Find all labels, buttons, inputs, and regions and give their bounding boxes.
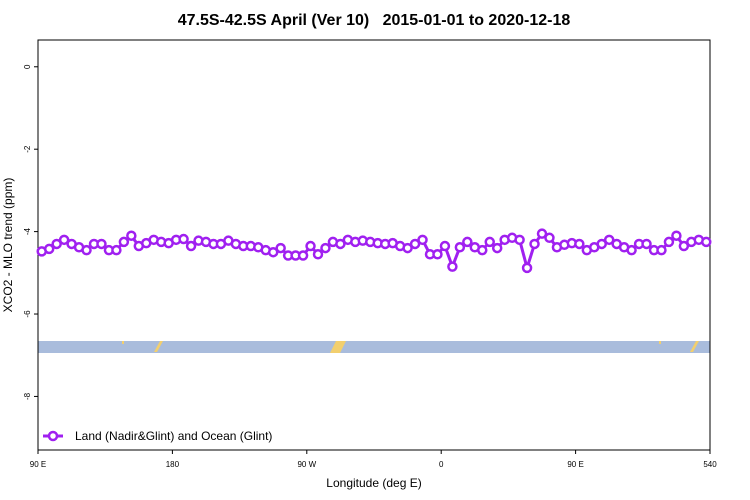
data-point	[678, 240, 690, 252]
data-point	[43, 243, 55, 255]
data-point	[312, 249, 324, 260]
data-point	[529, 238, 540, 250]
legend-marker	[47, 430, 59, 442]
data-point	[544, 232, 555, 244]
data-point	[439, 240, 451, 252]
data-point	[305, 240, 316, 252]
data-point	[402, 242, 413, 254]
data-point	[484, 236, 495, 248]
x-tick-label: 0	[439, 460, 444, 469]
data-point	[267, 246, 279, 258]
data-point	[454, 242, 466, 253]
data-point	[335, 238, 346, 250]
data-point	[462, 236, 473, 248]
x-tick-label: 180	[166, 460, 180, 469]
data-point	[51, 238, 62, 250]
data-point	[656, 244, 667, 256]
x-axis-label: Longitude (deg E)	[326, 476, 421, 490]
y-tick-label: -8	[23, 392, 32, 400]
data-point	[297, 250, 309, 261]
data-point	[574, 238, 585, 250]
data-point	[521, 262, 533, 274]
chart-title: 47.5S-42.5S April (Ver 10) 2015-01-01 to…	[178, 12, 571, 29]
x-tick-label: 90 W	[297, 460, 316, 469]
data-point	[417, 234, 428, 246]
data-point	[81, 244, 92, 256]
data-point	[596, 238, 607, 250]
data-point	[409, 238, 421, 250]
data-point	[477, 244, 488, 256]
y-axis-label: XCO2 - MLO trend (ppm)	[1, 178, 15, 313]
y-tick-label: -4	[23, 228, 32, 236]
data-point	[663, 236, 675, 248]
data-point	[671, 230, 682, 241]
data-point	[96, 238, 107, 250]
data-point	[626, 244, 637, 256]
data-point	[118, 236, 130, 248]
data-point	[491, 242, 503, 254]
data-point	[701, 236, 712, 248]
data-point	[320, 242, 331, 254]
map-strip	[38, 341, 710, 353]
data-point	[111, 244, 122, 256]
data-point	[514, 234, 525, 246]
data-point	[432, 249, 443, 260]
data-point	[641, 238, 652, 250]
x-tick-label: 540	[703, 460, 717, 469]
data-point	[275, 242, 286, 254]
y-tick-label: -6	[23, 310, 32, 318]
x-tick-label: 90 E	[567, 460, 583, 469]
legend-label: Land (Nadir&Glint) and Ocean (Glint)	[75, 429, 272, 443]
data-point	[447, 261, 458, 272]
x-tick-label: 90 E	[30, 460, 46, 469]
y-tick-label: -2	[23, 145, 32, 153]
data-point	[126, 230, 137, 241]
data-point	[536, 228, 548, 239]
y-tick-label: 0	[23, 64, 32, 69]
data-point	[603, 234, 615, 246]
data-point	[178, 233, 189, 245]
data-point	[58, 234, 70, 246]
data-point	[185, 240, 197, 252]
